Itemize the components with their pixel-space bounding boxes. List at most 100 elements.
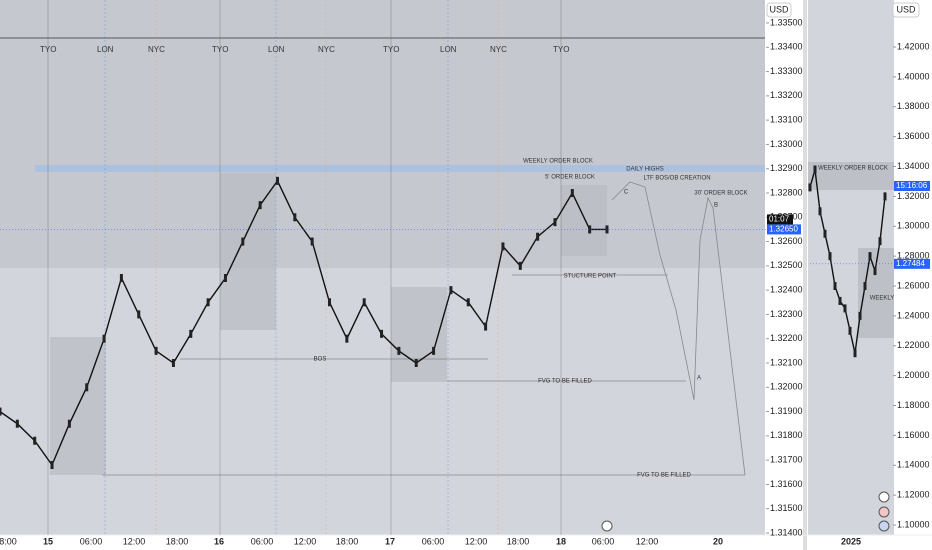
lightning-icon[interactable] <box>878 491 890 503</box>
session-label: LON <box>440 45 457 54</box>
annotation: FVG TO BE FILLED <box>637 473 691 479</box>
session-label: NYC <box>318 45 335 54</box>
candle <box>432 346 436 355</box>
x-tick-label: 16 <box>214 536 224 546</box>
currency-button[interactable] <box>766 2 792 18</box>
y-tick-label: 1.32600 <box>770 236 803 246</box>
x-tick-label: 8:00 <box>0 536 17 546</box>
candle <box>137 310 141 319</box>
y-tick-label: 1.32000 <box>770 382 803 392</box>
candle <box>293 213 297 222</box>
y-tick-label: 1.31600 <box>770 479 803 489</box>
y-tick-label: 1.33100 <box>770 115 803 125</box>
y-tick-label: 1.14000 <box>897 460 930 470</box>
y-tick-label: 1.31500 <box>770 503 803 513</box>
fvg-box <box>220 173 276 330</box>
candle <box>808 183 812 192</box>
x-tick-label: 06:00 <box>422 536 445 546</box>
last-price-bg <box>894 258 930 269</box>
candle <box>189 329 193 338</box>
currency: USD <box>896 4 916 14</box>
y-tick-label: 1.16000 <box>897 430 930 440</box>
x-tick-label: 18 <box>556 536 566 546</box>
x-tick-label: 06:00 <box>251 536 274 546</box>
candle <box>553 218 557 227</box>
y-tick-label: 1.32200 <box>770 333 803 343</box>
candle <box>843 304 847 313</box>
session-label: NYC <box>490 45 507 54</box>
y-tick-label: 1.31800 <box>770 430 803 440</box>
candle <box>67 419 71 428</box>
candle <box>241 237 245 246</box>
y-tick-label: 1.20000 <box>897 370 930 380</box>
candle <box>484 322 488 331</box>
candle <box>858 311 862 320</box>
candle <box>414 359 418 367</box>
candle <box>588 225 592 234</box>
candle <box>873 267 877 276</box>
x-tick-label: 18:00 <box>166 536 189 546</box>
x-tick-label: 18:00 <box>507 536 530 546</box>
candle <box>828 252 832 261</box>
countdown-bg <box>894 181 930 191</box>
candle <box>823 229 827 238</box>
y-tick-label: 1.12000 <box>897 490 930 500</box>
session-label: LON <box>268 45 285 54</box>
last-price: 1.32650 <box>769 225 798 234</box>
candle <box>328 298 332 307</box>
y-tick-label: 1.32400 <box>770 285 803 295</box>
candle <box>15 419 19 428</box>
x-tick-label: 12:00 <box>123 536 146 546</box>
annotation: LTF BOS/OB CREATION <box>643 176 710 182</box>
session-label: LON <box>97 45 114 54</box>
y-tick-label: 1.33500 <box>770 17 803 27</box>
session-label: NYC <box>148 45 165 54</box>
candle <box>818 207 822 216</box>
y-tick-label: 1.26000 <box>897 280 930 290</box>
countdown: 01:07 <box>769 215 790 224</box>
annotation: WEEKLY ORDER BLOCK <box>523 159 593 165</box>
y-tick-label: 1.31700 <box>770 455 803 465</box>
x-tick-label: 17 <box>385 536 395 546</box>
session-label: TYO <box>553 45 569 54</box>
candle <box>310 237 314 246</box>
last-price-bg <box>767 224 801 235</box>
lightning-icon[interactable] <box>601 520 613 532</box>
candle <box>466 298 470 307</box>
order-block-right <box>808 162 894 190</box>
candle <box>570 189 574 197</box>
candle <box>501 242 505 251</box>
annotation: WEEKLY ORDER BLOCK <box>818 166 888 172</box>
candle <box>275 176 279 185</box>
y-tick-label: 1.32800 <box>770 187 803 197</box>
y-tick-label: 1.32300 <box>770 309 803 319</box>
candle <box>345 334 349 343</box>
currency: USD <box>769 4 789 14</box>
y-tick-label: 1.33200 <box>770 90 803 100</box>
annotation: DAILY HIGHS <box>626 167 663 173</box>
flag-icon[interactable] <box>878 520 890 532</box>
x-tick-label: 12:00 <box>294 536 317 546</box>
y-tick-label: 1.42000 <box>897 41 930 51</box>
y-tick-label: 1.34000 <box>897 161 930 171</box>
x-tick-label: 20 <box>713 536 723 546</box>
projection-path <box>611 181 746 476</box>
candle <box>863 282 867 290</box>
candle <box>518 261 522 270</box>
annotation: B <box>714 203 718 209</box>
candle <box>0 407 2 416</box>
candle <box>878 237 882 246</box>
candle <box>833 282 837 290</box>
candle <box>380 329 384 338</box>
candle <box>848 326 852 335</box>
y-tick-label: 1.10000 <box>897 519 930 529</box>
candle <box>50 461 54 469</box>
event-icon[interactable] <box>878 506 890 518</box>
candle <box>258 201 262 210</box>
annotation: STUCTURE POINT <box>564 274 617 280</box>
currency-button[interactable] <box>892 2 920 18</box>
session-label: TYO <box>383 45 399 54</box>
x-tick-label: 06:00 <box>592 536 615 546</box>
premium-zone <box>0 0 765 268</box>
y-tick-label: 1.33300 <box>770 66 803 76</box>
